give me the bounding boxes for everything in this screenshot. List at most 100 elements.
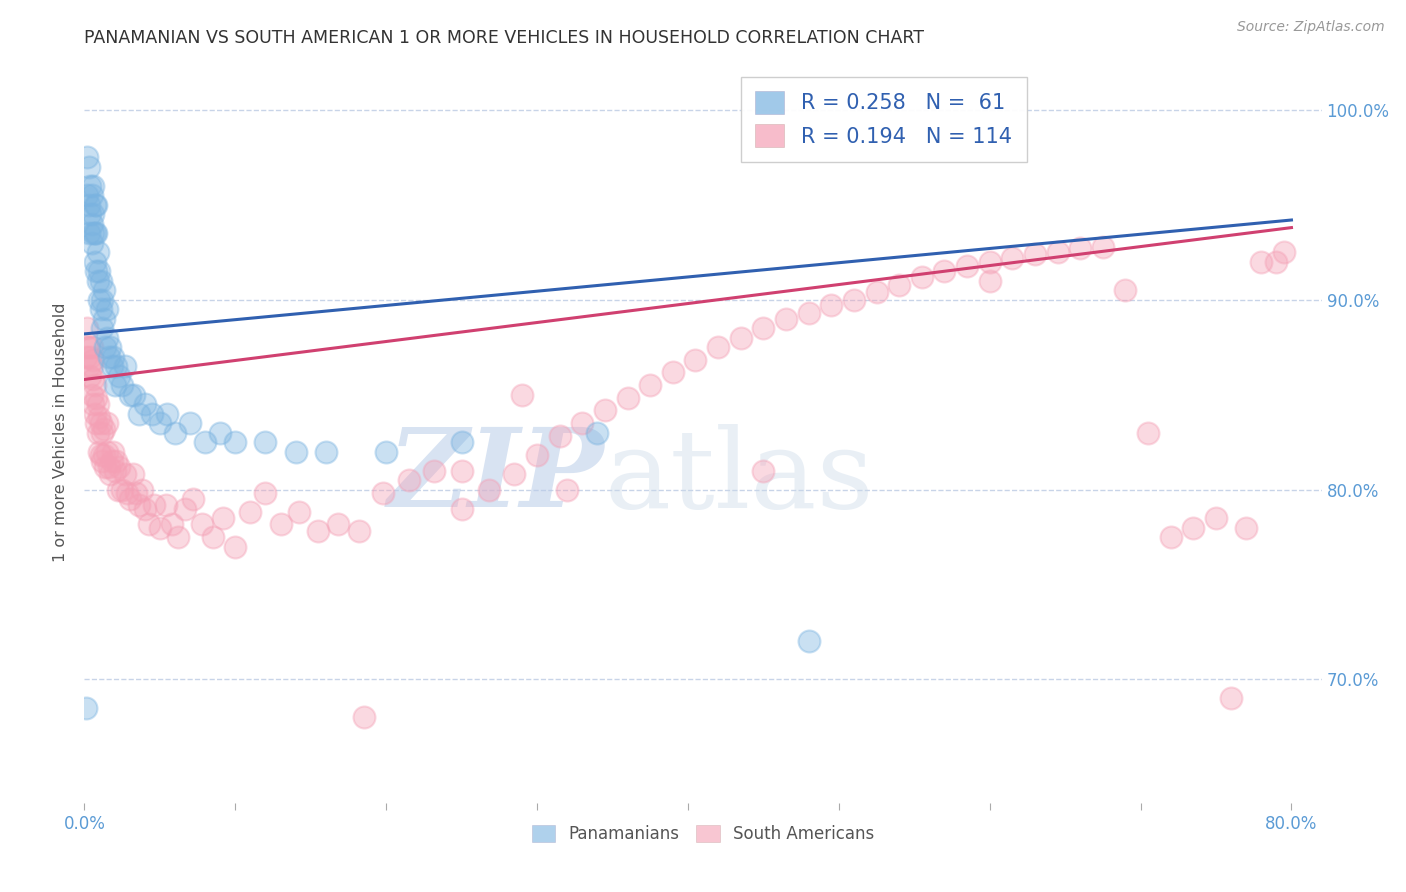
Point (134, 397, 156, 411)
Point (254, 435, 277, 450)
Point (76, 321, 98, 335)
Point (77, 198, 100, 212)
Point (84, 198, 107, 212)
Point (287, 505, 309, 519)
Point (100, 454, 122, 468)
Point (100, 359, 122, 374)
Point (167, 530, 190, 544)
Point (90, 302, 112, 317)
Point (101, 444, 124, 458)
Point (347, 524, 370, 539)
Point (118, 491, 141, 506)
Point (98, 340, 121, 354)
Point (555, 483, 578, 497)
Point (307, 524, 329, 539)
Point (752, 464, 775, 478)
Point (956, 259, 979, 273)
Point (1091, 239, 1114, 253)
Point (91, 293, 114, 307)
Point (191, 516, 214, 531)
Point (124, 486, 146, 500)
Point (1069, 242, 1091, 256)
Text: PANAMANIAN VS SOUTH AMERICAN 1 OR MORE VEHICLES IN HOUSEHOLD CORRELATION CHART: PANAMANIAN VS SOUTH AMERICAN 1 OR MORE V… (84, 29, 924, 47)
Point (115, 486, 138, 500)
Point (138, 516, 160, 531)
Point (79, 368, 101, 383)
Point (97, 459, 120, 474)
Point (548, 429, 571, 443)
Point (510, 387, 533, 401)
Point (91, 425, 114, 440)
Point (1046, 245, 1069, 260)
Point (911, 269, 934, 284)
Point (934, 264, 956, 278)
Point (111, 483, 134, 497)
Point (270, 516, 292, 531)
Point (820, 298, 842, 312)
Point (80, 188, 103, 202)
Point (108, 368, 131, 383)
Point (586, 425, 609, 440)
Point (80, 217, 103, 231)
Point (84, 227, 107, 241)
Point (79, 350, 101, 364)
Point (128, 407, 150, 421)
Point (77, 359, 100, 374)
Point (103, 378, 125, 392)
Point (91, 454, 114, 468)
Point (155, 498, 177, 512)
Point (103, 464, 125, 478)
Point (571, 416, 593, 430)
Point (82, 227, 104, 241)
Point (76, 188, 98, 202)
Point (96, 302, 118, 317)
Point (80, 235, 103, 250)
Point (87, 397, 110, 411)
Point (209, 425, 232, 440)
Point (96, 444, 118, 458)
Point (86, 416, 108, 430)
Point (638, 378, 661, 392)
Y-axis label: 1 or more Vehicles in Household: 1 or more Vehicles in Household (53, 303, 69, 562)
Point (142, 498, 165, 512)
Point (775, 311, 797, 326)
Point (86, 264, 108, 278)
Point (707, 340, 730, 354)
Point (94, 459, 117, 474)
Point (889, 277, 911, 292)
Point (797, 306, 820, 320)
Point (89, 293, 111, 307)
Point (86, 227, 108, 241)
Point (121, 467, 143, 482)
Point (131, 483, 153, 497)
Point (1137, 425, 1160, 440)
Point (797, 634, 820, 648)
Point (1234, 520, 1257, 534)
Point (84, 254, 107, 268)
Point (77, 160, 100, 174)
Point (89, 410, 111, 425)
Point (160, 516, 183, 531)
Point (752, 321, 775, 335)
Point (1205, 511, 1227, 525)
Point (149, 520, 172, 534)
Point (122, 387, 145, 401)
Point (90, 449, 112, 463)
Point (1160, 530, 1182, 544)
Point (89, 264, 111, 278)
Point (616, 392, 638, 406)
Point (87, 274, 110, 288)
Point (108, 459, 131, 474)
Point (315, 444, 337, 458)
Point (93, 283, 115, 297)
Point (93, 311, 115, 326)
Text: atlas: atlas (605, 424, 873, 531)
Point (1265, 254, 1288, 268)
Point (284, 444, 307, 458)
Point (94, 340, 117, 354)
Point (593, 402, 616, 417)
Point (842, 293, 865, 307)
Point (114, 359, 136, 374)
Point (114, 467, 136, 482)
Point (1250, 254, 1272, 268)
